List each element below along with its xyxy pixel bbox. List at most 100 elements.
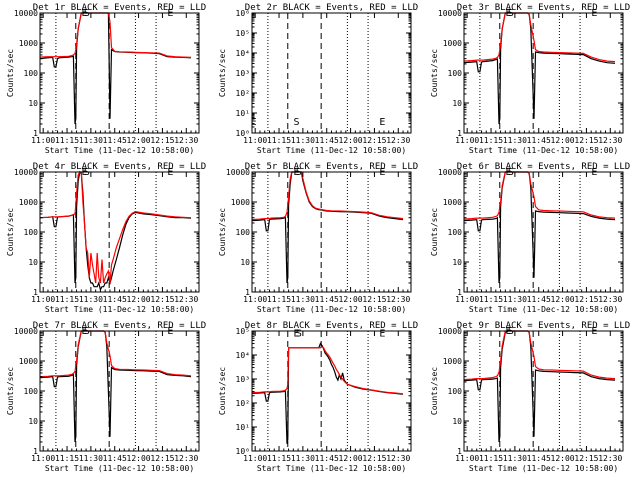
x-tick-label: 11:15 (267, 295, 291, 304)
y-tick-label: 10000 (438, 327, 462, 336)
panel-title: Det 8r BLACK = Events, RED = LLD (245, 321, 418, 331)
marker-label: E (379, 328, 385, 339)
x-tick-label: 11:00 (31, 295, 55, 304)
y-axis-label: Counts/sec (6, 49, 15, 97)
x-tick-label: 12:30 (386, 136, 410, 145)
events-series-line (463, 171, 616, 284)
x-tick-label: 11:45 (103, 295, 127, 304)
lld-series-line (251, 346, 404, 395)
y-tick-label: 10⁵ (236, 327, 250, 336)
panel-title: Det 7r BLACK = Events, RED = LLD (33, 321, 206, 331)
x-tick-label: 11:00 (243, 454, 267, 463)
x-tick-label: 12:00 (339, 295, 363, 304)
y-tick-label: 10² (236, 89, 250, 98)
x-tick-label: 11:15 (267, 136, 291, 145)
y-axis-label: Counts/sec (430, 367, 439, 415)
events-series-line (39, 330, 192, 443)
x-tick-label: 12:15 (150, 454, 174, 463)
y-tick-label: 10000 (14, 9, 38, 18)
x-tick-label: 11:00 (455, 295, 479, 304)
lld-series-line (251, 171, 404, 221)
x-tick-label: 12:00 (339, 454, 363, 463)
x-tick-label: 11:45 (315, 295, 339, 304)
x-tick-label: 11:00 (455, 136, 479, 145)
y-tick-label: 1000 (19, 39, 38, 48)
x-tick-label: 11:15 (479, 454, 503, 463)
x-tick-label: 11:45 (315, 454, 339, 463)
marker-label: S (296, 328, 302, 339)
x-axis-label: Start Time (11-Dec-12 10:58:00) (469, 464, 618, 473)
y-tick-label: 1 (33, 288, 38, 297)
y-tick-label: 1000 (231, 198, 250, 207)
events-series-line (251, 171, 404, 284)
y-tick-label: 100 (448, 69, 463, 78)
x-tick-label: 11:45 (103, 454, 127, 463)
x-tick-label: 11:45 (527, 136, 551, 145)
panel-title: Det 6r BLACK = Events, RED = LLD (457, 162, 630, 172)
y-tick-label: 10 (28, 417, 38, 426)
x-tick-label: 11:15 (55, 136, 79, 145)
x-tick-label: 12:30 (174, 454, 198, 463)
y-tick-label: 10000 (226, 168, 250, 177)
y-tick-label: 10² (236, 399, 250, 408)
x-tick-label: 11:45 (527, 295, 551, 304)
plot-frame (463, 171, 624, 293)
y-tick-label: 10 (240, 258, 250, 267)
marker-label: E (294, 328, 300, 339)
panel-title: Det 4r BLACK = Events, RED = LLD (33, 162, 206, 172)
y-tick-label: 10000 (14, 327, 38, 336)
x-axis-label: Start Time (11-Dec-12 10:58:00) (257, 464, 406, 473)
x-axis-label: Start Time (11-Dec-12 10:58:00) (257, 305, 406, 314)
x-tick-label: 12:00 (339, 136, 363, 145)
x-tick-label: 12:00 (127, 295, 151, 304)
x-tick-label: 11:15 (479, 295, 503, 304)
y-tick-label: 10⁰ (236, 129, 250, 138)
x-tick-label: 11:45 (527, 454, 551, 463)
x-tick-label: 11:30 (291, 295, 315, 304)
x-tick-label: 12:00 (127, 454, 151, 463)
x-tick-label: 12:15 (150, 295, 174, 304)
x-tick-label: 11:30 (79, 295, 103, 304)
y-axis-label: Counts/sec (430, 49, 439, 97)
x-tick-label: 11:15 (55, 295, 79, 304)
plot-frame (251, 12, 412, 134)
x-tick-label: 11:00 (455, 454, 479, 463)
x-tick-label: 12:00 (551, 454, 575, 463)
y-tick-label: 100 (448, 387, 463, 396)
x-tick-label: 11:30 (503, 136, 527, 145)
x-tick-label: 12:00 (127, 136, 151, 145)
x-axis-label: Start Time (11-Dec-12 10:58:00) (45, 146, 194, 155)
marker-label: S (294, 117, 300, 128)
lld-series-line (463, 12, 616, 63)
y-tick-label: 10¹ (236, 423, 250, 432)
y-tick-label: 100 (24, 228, 39, 237)
y-tick-label: 10000 (438, 168, 462, 177)
x-tick-label: 12:30 (598, 295, 622, 304)
y-tick-label: 10⁴ (236, 351, 250, 360)
y-tick-label: 10⁰ (236, 447, 250, 456)
x-tick-label: 12:15 (574, 454, 598, 463)
panel-title: Det 2r BLACK = Events, RED = LLD (245, 3, 418, 13)
y-tick-label: 10 (452, 417, 462, 426)
y-tick-label: 1 (33, 129, 38, 138)
plot-frame (39, 12, 200, 134)
x-tick-label: 12:30 (174, 136, 198, 145)
y-tick-label: 10000 (438, 9, 462, 18)
x-tick-label: 11:30 (79, 454, 103, 463)
x-tick-label: 12:15 (574, 295, 598, 304)
y-axis-label: Counts/sec (218, 208, 227, 256)
panel-title: Det 3r BLACK = Events, RED = LLD (457, 3, 630, 13)
y-tick-label: 10⁵ (236, 29, 250, 38)
y-tick-label: 100 (24, 387, 39, 396)
x-tick-label: 11:00 (243, 295, 267, 304)
x-axis-label: Start Time (11-Dec-12 10:58:00) (45, 305, 194, 314)
x-tick-label: 12:15 (362, 136, 386, 145)
y-tick-label: 1 (457, 288, 462, 297)
